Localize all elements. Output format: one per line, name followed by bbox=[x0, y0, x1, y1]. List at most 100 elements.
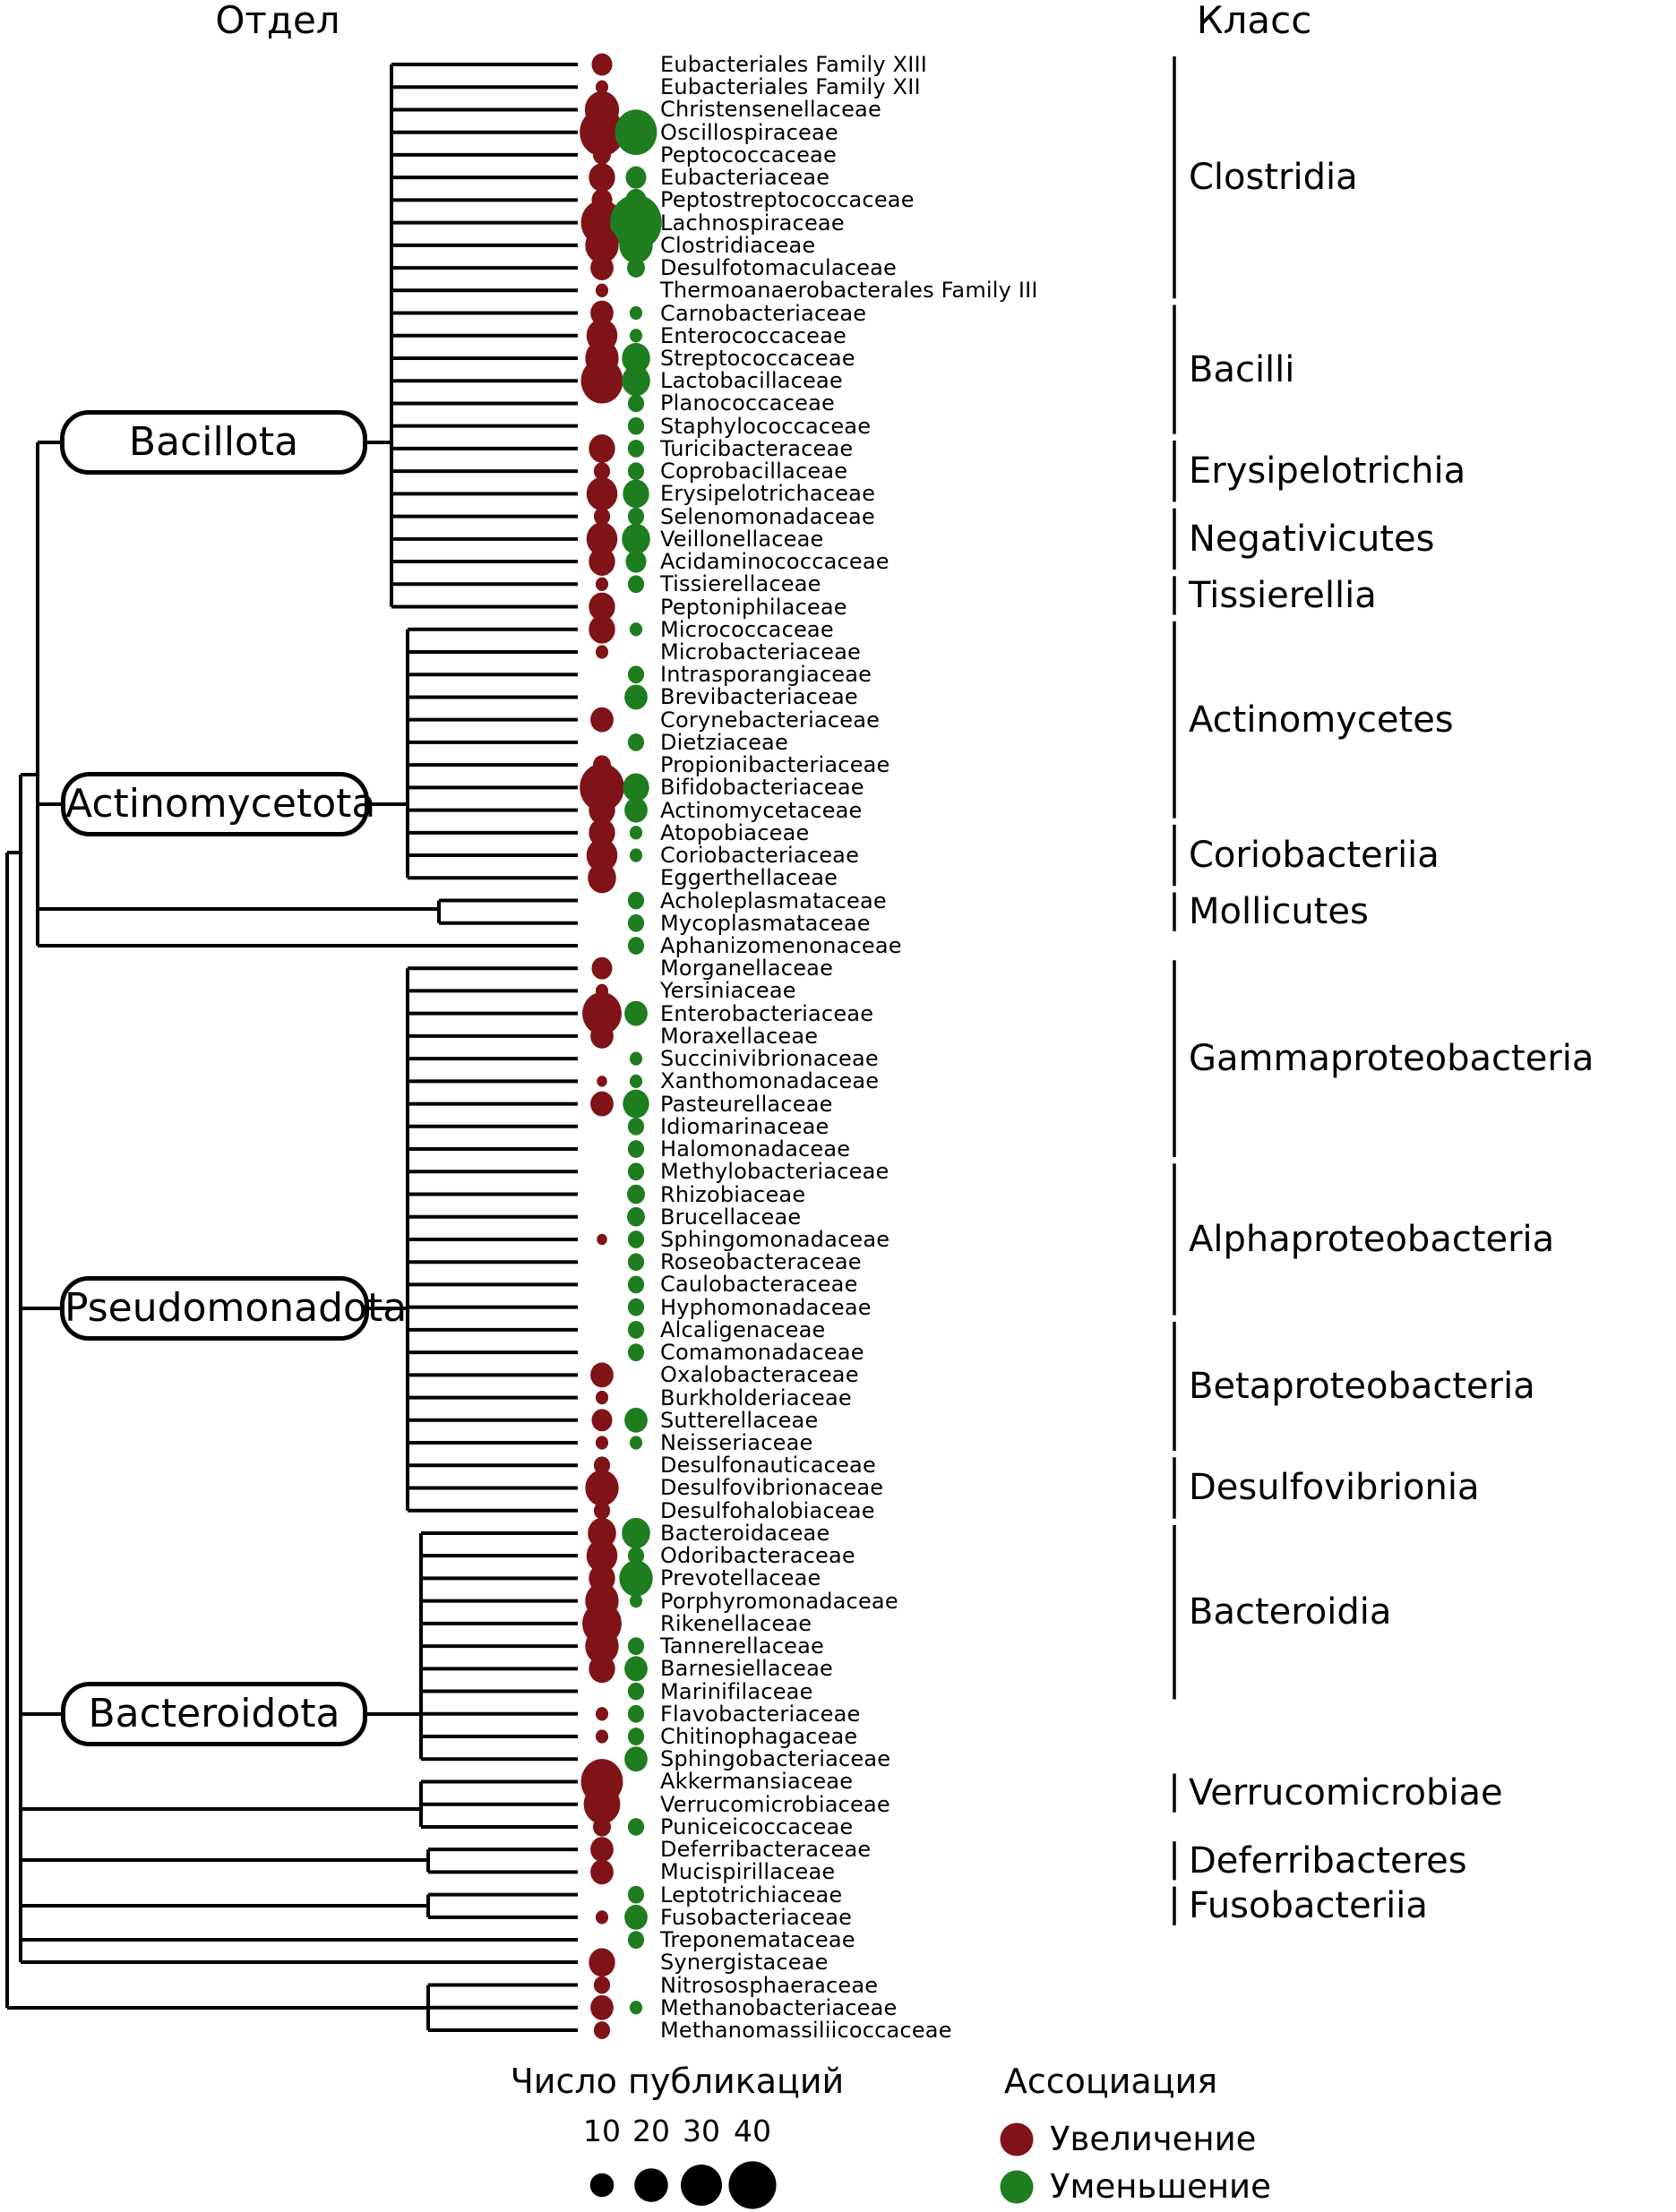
increase-dot bbox=[595, 80, 609, 94]
decrease-dot bbox=[627, 1321, 645, 1339]
family-label: Verrucomicrobiaceae bbox=[660, 1791, 890, 1817]
family-label: Actinomycetaceae bbox=[660, 797, 863, 823]
family-label: Coriobacteriaceae bbox=[660, 843, 860, 869]
family-label: Corynebacteriaceae bbox=[660, 707, 881, 733]
family-label: Brevibacteriaceae bbox=[660, 684, 858, 710]
decrease-dot bbox=[627, 440, 645, 458]
decrease-dot bbox=[622, 365, 650, 397]
decrease-dot bbox=[627, 937, 645, 955]
increase-dot bbox=[590, 255, 614, 281]
increase-dot bbox=[595, 283, 609, 297]
family-label: Dietziaceae bbox=[660, 729, 788, 755]
decrease-dot bbox=[627, 507, 645, 526]
size-legend-title: Число публикаций bbox=[510, 2062, 845, 2101]
family-label: Barnesiellaceae bbox=[660, 1656, 834, 1682]
decrease-dot bbox=[627, 1931, 645, 1949]
decrease-dot bbox=[627, 258, 645, 278]
decrease-dot bbox=[624, 1407, 648, 1433]
decrease-dot bbox=[629, 1074, 643, 1088]
family-label: Prevotellaceae bbox=[660, 1565, 821, 1591]
increase-dot bbox=[582, 991, 622, 1035]
increase-dot bbox=[595, 1729, 609, 1744]
family-label: Sphingobacteriaceae bbox=[660, 1746, 891, 1772]
family-label: Coprobacillaceae bbox=[660, 459, 848, 484]
family-label: Pasteurellaceae bbox=[660, 1091, 833, 1117]
family-label: Burkholderiaceae bbox=[660, 1385, 852, 1410]
increase-dot bbox=[590, 1023, 614, 1049]
family-label: Moraxellaceae bbox=[660, 1023, 819, 1049]
column-header-class: Класс bbox=[1196, 0, 1312, 42]
decrease-dot bbox=[629, 1051, 643, 1066]
family-label: Selenomonadaceae bbox=[660, 503, 875, 529]
decrease-dot bbox=[627, 1885, 645, 1904]
family-label: Alcaligenaceae bbox=[660, 1316, 826, 1342]
family-label: Intrasporangiaceae bbox=[660, 662, 872, 688]
increase-dot bbox=[593, 1817, 611, 1837]
decrease-dot bbox=[624, 684, 648, 710]
family-label: Veillonellaceae bbox=[660, 526, 824, 552]
decrease-dot bbox=[615, 109, 658, 156]
increase-dot bbox=[595, 1910, 609, 1925]
family-label: Bifidobacteriaceae bbox=[660, 775, 864, 801]
size-legend-dot bbox=[680, 2164, 723, 2207]
decrease-dot bbox=[627, 1140, 645, 1158]
family-label: Carnobacteriaceae bbox=[660, 300, 867, 326]
increase-dot bbox=[585, 1627, 619, 1665]
increase-dot bbox=[590, 1994, 614, 2020]
increase-dot bbox=[585, 1470, 619, 1506]
increase-dot bbox=[593, 462, 611, 481]
decrease-dot bbox=[627, 1275, 645, 1294]
increase-dot bbox=[589, 547, 615, 576]
increase-dot bbox=[590, 1091, 614, 1117]
family-label: Akkermansiaceae bbox=[660, 1769, 854, 1795]
increase-dot bbox=[586, 522, 618, 556]
decrease-dot bbox=[627, 1230, 645, 1248]
family-label: Turicibacteraceae bbox=[660, 435, 854, 461]
family-label: Idiomarinaceae bbox=[660, 1113, 829, 1139]
increase-dot bbox=[589, 1948, 615, 1977]
phylum-box-actinomycetota: Actinomycetota bbox=[61, 772, 375, 836]
increase-dot bbox=[586, 476, 618, 511]
family-label: Methanomassiliicoccaceae bbox=[660, 2018, 952, 2043]
family-label: Christensenellaceae bbox=[660, 97, 881, 123]
family-label: Propionibacteriaceae bbox=[660, 752, 890, 778]
decrease-dot bbox=[627, 1298, 645, 1316]
family-label: Eubacteriaceae bbox=[660, 165, 830, 191]
family-label: Desulfohalobiaceae bbox=[660, 1497, 875, 1523]
family-label: Desulfonauticaceae bbox=[660, 1453, 876, 1479]
class-label: Bacteroidia bbox=[1189, 1591, 1392, 1633]
family-label: Marinifilaceae bbox=[660, 1678, 813, 1704]
increase-dot bbox=[590, 1362, 614, 1388]
family-label: Peptoniphilaceae bbox=[660, 594, 847, 620]
decrease-dot bbox=[619, 1560, 653, 1597]
family-label: Morganellaceae bbox=[660, 956, 834, 982]
increase-dot bbox=[597, 1076, 607, 1087]
increase-dot bbox=[591, 956, 613, 980]
class-label: Betaproteobacteria bbox=[1189, 1365, 1535, 1407]
family-label: Bacteroidaceae bbox=[660, 1520, 830, 1546]
family-label: Lachnospiraceae bbox=[660, 210, 845, 236]
legend-decrease-dot bbox=[1000, 2170, 1034, 2204]
family-label: Enterobacteriaceae bbox=[660, 1000, 874, 1026]
decrease-dot bbox=[627, 1206, 645, 1227]
family-label: Streptococcaceae bbox=[660, 345, 855, 371]
decrease-dot bbox=[629, 1436, 643, 1450]
family-label: Eubacteriales Family XII bbox=[660, 74, 921, 100]
decrease-dot bbox=[627, 1704, 645, 1723]
phylum-box-bacillota: Bacillota bbox=[60, 410, 367, 475]
decrease-dot bbox=[629, 305, 643, 321]
decrease-dot bbox=[627, 1184, 645, 1205]
size-legend-dot bbox=[634, 2168, 668, 2202]
class-label: Erysipelotrichia bbox=[1189, 450, 1466, 493]
class-label: Coriobacteriia bbox=[1189, 835, 1440, 877]
decrease-dot bbox=[623, 773, 649, 802]
family-label: Oscillospiraceae bbox=[660, 119, 838, 145]
family-label: Leptotrichiaceae bbox=[660, 1882, 843, 1908]
class-label: Mollicutes bbox=[1189, 891, 1369, 933]
increase-dot bbox=[595, 645, 609, 659]
increase-dot bbox=[586, 838, 618, 872]
decrease-dot bbox=[629, 2001, 643, 2015]
decrease-dot bbox=[624, 1000, 648, 1026]
decrease-dot bbox=[627, 1162, 645, 1181]
